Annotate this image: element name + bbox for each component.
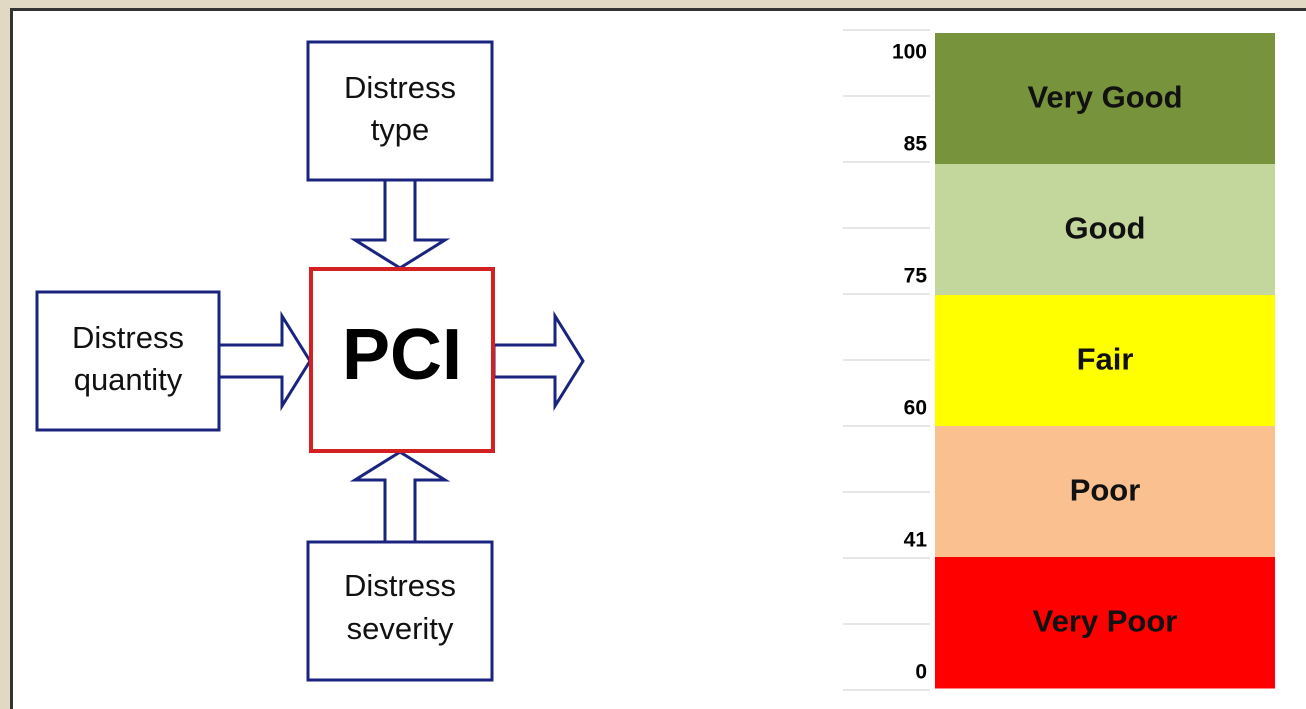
tick-label: 85 bbox=[904, 133, 928, 156]
arrow-down bbox=[349, 178, 451, 270]
node-label: Distress bbox=[344, 568, 456, 603]
tick-label: 0 bbox=[915, 661, 927, 684]
band bbox=[935, 33, 1275, 165]
pci-box bbox=[309, 267, 495, 453]
tick-label: 75 bbox=[904, 265, 928, 288]
tick-label: 60 bbox=[904, 397, 927, 420]
node-box bbox=[35, 290, 221, 432]
band bbox=[935, 426, 1275, 558]
tick-label: 41 bbox=[904, 529, 928, 552]
arrow-right-out bbox=[492, 310, 585, 412]
node-label: type bbox=[371, 112, 430, 147]
node-box bbox=[306, 40, 494, 182]
arrow-right-in bbox=[217, 310, 312, 412]
node-label: Distress bbox=[344, 70, 456, 105]
band-label: Very Poor bbox=[1033, 604, 1178, 639]
pci-label: PCI bbox=[342, 315, 462, 395]
node-box bbox=[306, 540, 494, 682]
node-label: Distress bbox=[72, 320, 184, 355]
node-label: severity bbox=[347, 611, 454, 646]
band bbox=[935, 164, 1275, 296]
frame bbox=[10, 8, 1306, 709]
band bbox=[935, 557, 1275, 689]
band-label: Very Good bbox=[1027, 80, 1182, 115]
tick-label: 100 bbox=[892, 41, 927, 64]
band-label: Poor bbox=[1070, 473, 1141, 508]
band bbox=[935, 295, 1275, 427]
arrow-up bbox=[349, 450, 451, 544]
band-label: Fair bbox=[1077, 342, 1134, 377]
scale: Very Good Good Fair Poor Very Poor 100 85 75 60 4… bbox=[843, 29, 1275, 691]
node-label: quantity bbox=[74, 362, 183, 397]
band-label: Good bbox=[1065, 211, 1146, 246]
